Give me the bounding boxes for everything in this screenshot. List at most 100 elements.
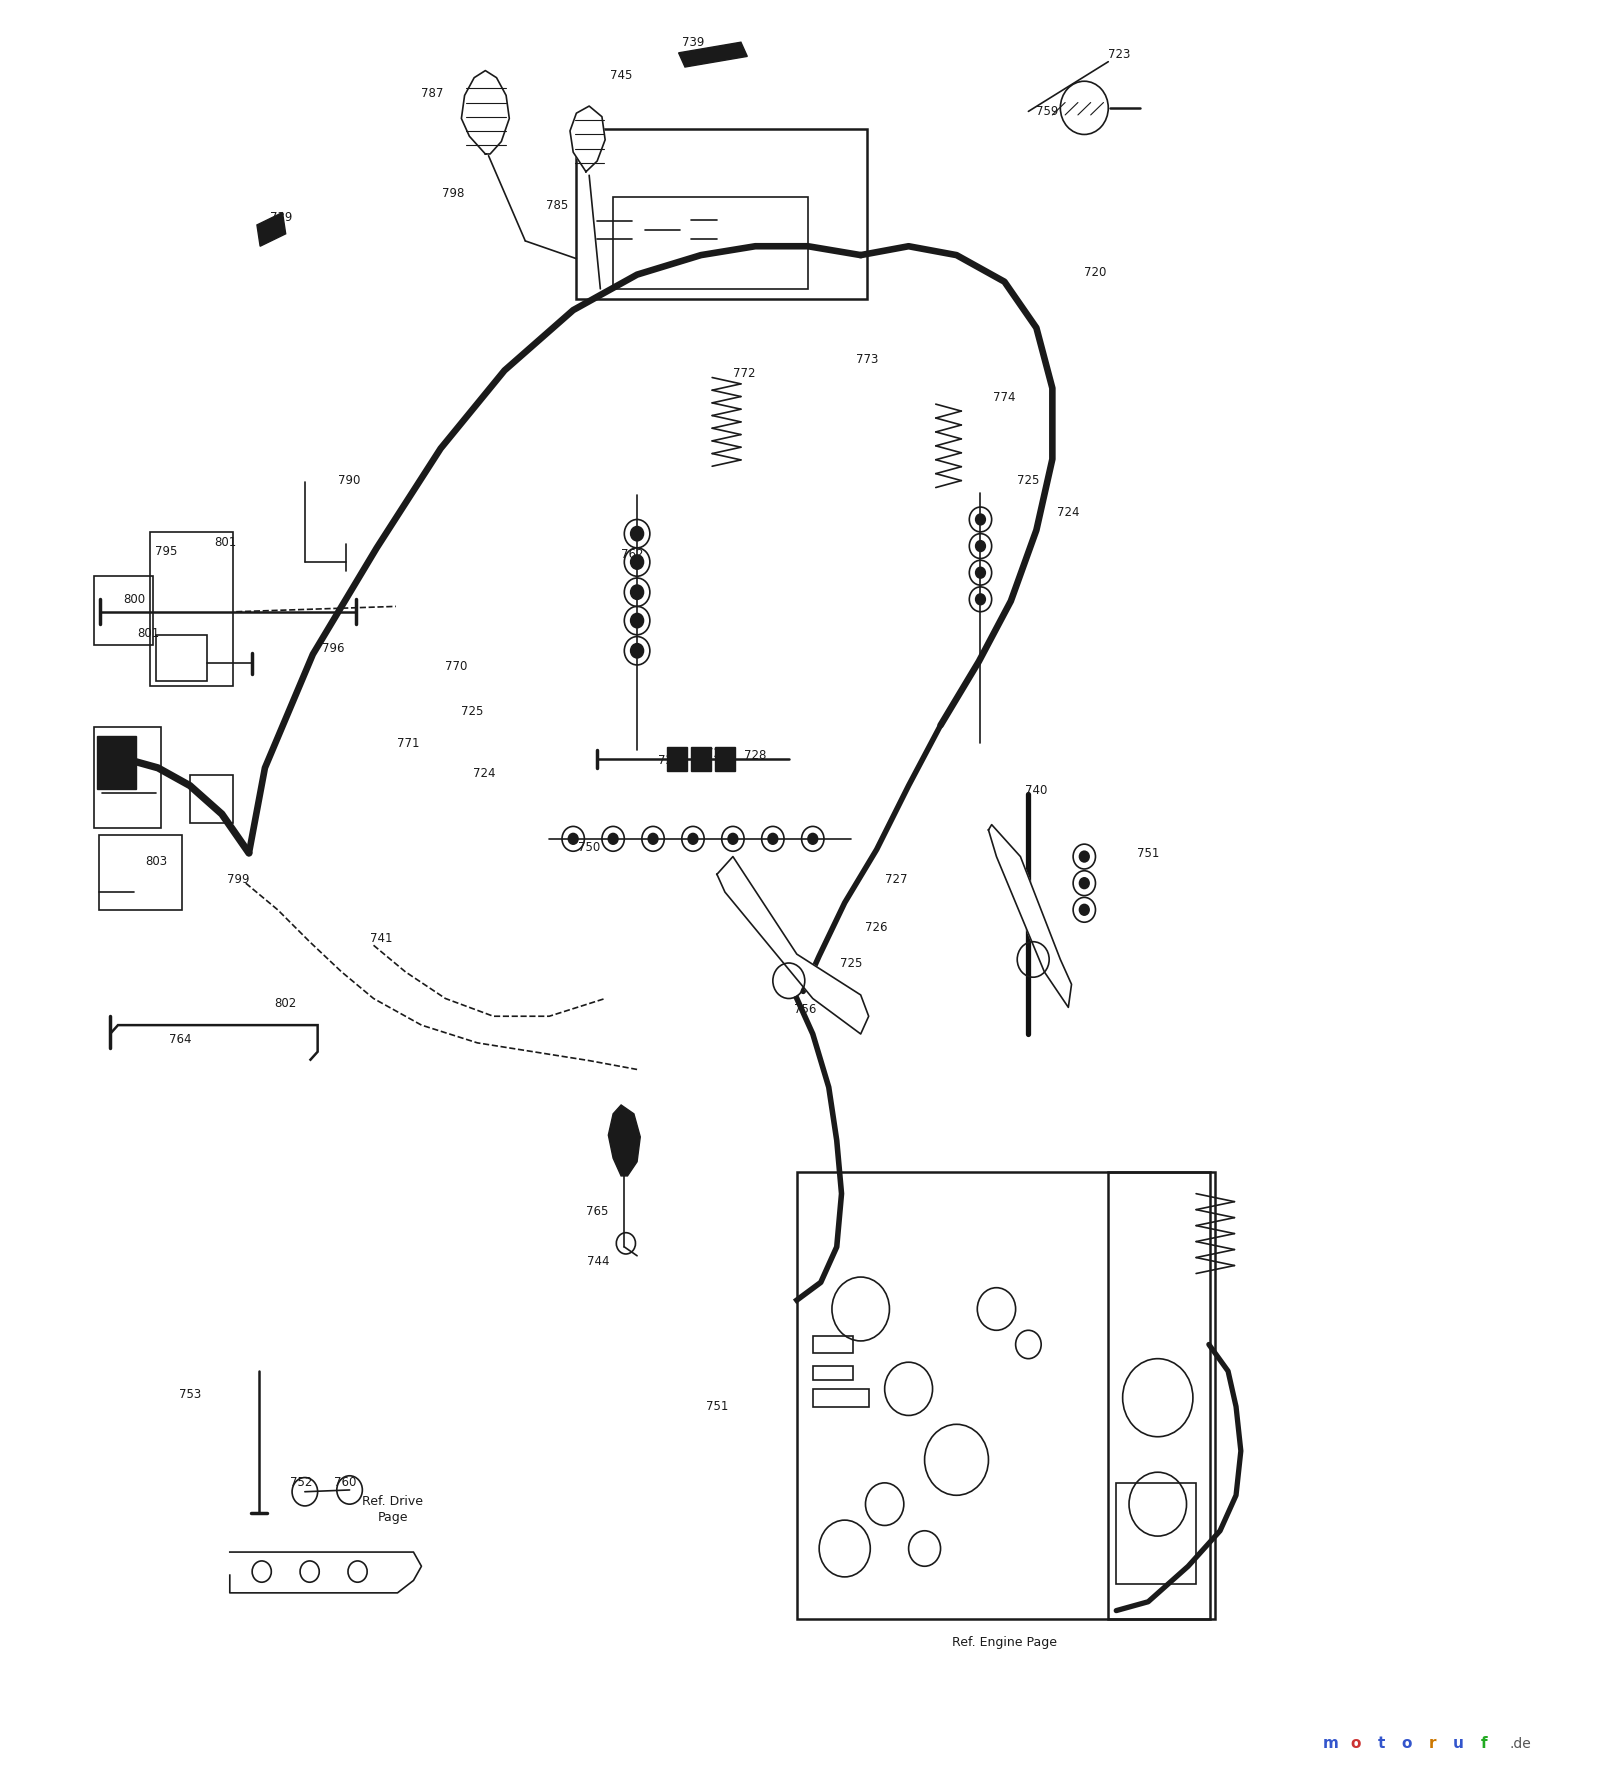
Text: Ref. Engine Page: Ref. Engine Page xyxy=(952,1637,1058,1649)
Circle shape xyxy=(630,613,643,627)
Circle shape xyxy=(976,567,986,578)
Circle shape xyxy=(608,833,618,844)
Bar xyxy=(150,531,234,686)
Circle shape xyxy=(568,833,578,844)
Text: 726: 726 xyxy=(658,753,680,768)
Bar xyxy=(813,1390,869,1407)
Text: 790: 790 xyxy=(338,474,360,487)
Text: r: r xyxy=(1429,1736,1437,1750)
Bar xyxy=(94,576,154,645)
Text: o: o xyxy=(1350,1736,1362,1750)
Bar xyxy=(190,775,234,823)
Text: Ref. Drive
Page: Ref. Drive Page xyxy=(362,1494,424,1525)
Polygon shape xyxy=(717,857,869,1034)
Bar xyxy=(813,1367,853,1381)
Text: 728: 728 xyxy=(744,748,766,762)
Bar xyxy=(98,736,136,789)
Text: 771: 771 xyxy=(397,736,419,750)
Bar xyxy=(613,197,808,290)
Text: 751: 751 xyxy=(1138,846,1160,860)
Text: 724: 724 xyxy=(472,766,494,780)
Text: 726: 726 xyxy=(866,920,888,935)
Circle shape xyxy=(648,833,658,844)
Text: 750: 750 xyxy=(578,841,600,855)
Text: 744: 744 xyxy=(587,1255,610,1267)
Circle shape xyxy=(976,540,986,551)
Bar xyxy=(576,130,867,300)
Circle shape xyxy=(728,833,738,844)
Circle shape xyxy=(976,514,986,524)
Text: 760: 760 xyxy=(334,1477,355,1489)
Text: 798: 798 xyxy=(442,187,464,199)
Circle shape xyxy=(688,833,698,844)
Text: 773: 773 xyxy=(856,354,878,366)
Text: 725: 725 xyxy=(461,704,483,718)
Text: f: f xyxy=(1480,1736,1486,1750)
Text: 741: 741 xyxy=(370,931,392,945)
Polygon shape xyxy=(461,71,509,155)
Text: 802: 802 xyxy=(275,997,298,1011)
Circle shape xyxy=(1080,904,1090,915)
Text: u: u xyxy=(1453,1736,1464,1750)
Bar xyxy=(691,746,710,771)
Text: 801: 801 xyxy=(138,627,160,640)
Bar xyxy=(813,1336,853,1354)
Polygon shape xyxy=(678,43,747,68)
Polygon shape xyxy=(258,213,286,247)
Circle shape xyxy=(1080,878,1090,888)
Text: o: o xyxy=(1402,1736,1413,1750)
Text: 791: 791 xyxy=(106,778,128,793)
Text: m: m xyxy=(1322,1736,1338,1750)
Bar xyxy=(94,727,162,828)
Text: 785: 785 xyxy=(546,199,568,211)
Text: 801: 801 xyxy=(214,537,237,549)
Text: 774: 774 xyxy=(994,391,1016,403)
Text: 772: 772 xyxy=(733,368,755,380)
Text: t: t xyxy=(1378,1736,1386,1750)
Text: 727: 727 xyxy=(885,873,907,887)
Bar xyxy=(797,1173,1216,1619)
Text: 800: 800 xyxy=(123,594,146,606)
Bar xyxy=(667,746,686,771)
Text: 770: 770 xyxy=(445,661,467,673)
Text: 759: 759 xyxy=(1037,105,1059,117)
Text: 739: 739 xyxy=(270,211,293,224)
Text: 796: 796 xyxy=(322,643,346,656)
Text: 751: 751 xyxy=(706,1400,728,1413)
Text: 745: 745 xyxy=(610,69,632,82)
Text: 740: 740 xyxy=(1026,784,1048,798)
Text: 795: 795 xyxy=(155,546,178,558)
Circle shape xyxy=(630,554,643,569)
Polygon shape xyxy=(608,1105,640,1176)
Text: 799: 799 xyxy=(227,873,250,887)
Bar xyxy=(715,746,734,771)
Circle shape xyxy=(630,585,643,599)
Text: 765: 765 xyxy=(586,1205,608,1217)
Text: 752: 752 xyxy=(291,1477,314,1489)
Circle shape xyxy=(768,833,778,844)
Text: 756: 756 xyxy=(794,1002,816,1016)
Circle shape xyxy=(1080,851,1090,862)
Bar xyxy=(99,835,182,910)
Bar xyxy=(1109,1173,1211,1619)
Text: 764: 764 xyxy=(170,1032,192,1047)
Bar xyxy=(1117,1482,1197,1583)
Text: 724: 724 xyxy=(1058,506,1080,519)
Text: 753: 753 xyxy=(179,1388,202,1400)
Circle shape xyxy=(976,594,986,604)
Circle shape xyxy=(808,833,818,844)
Text: 727: 727 xyxy=(706,746,728,761)
Circle shape xyxy=(630,526,643,540)
Polygon shape xyxy=(989,825,1072,1008)
Polygon shape xyxy=(570,107,605,172)
Text: .de: .de xyxy=(1509,1736,1531,1750)
Text: 803: 803 xyxy=(146,855,168,869)
Text: 725: 725 xyxy=(840,956,862,970)
Circle shape xyxy=(630,643,643,657)
Text: 739: 739 xyxy=(682,36,704,48)
Text: 725: 725 xyxy=(1018,474,1040,487)
Polygon shape xyxy=(230,1551,421,1592)
Text: 787: 787 xyxy=(421,87,443,100)
Bar xyxy=(157,634,208,681)
Text: 723: 723 xyxy=(1109,48,1131,60)
